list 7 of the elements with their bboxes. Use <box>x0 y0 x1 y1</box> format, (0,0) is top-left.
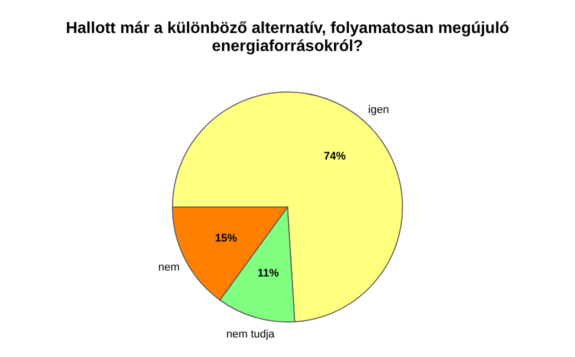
slice-label: igen <box>368 104 389 116</box>
data-label: 11% <box>258 267 280 280</box>
slice-label: nem tudja <box>226 328 276 341</box>
data-label: 74% <box>324 150 346 163</box>
slice-label: nem <box>158 261 180 274</box>
data-label: 15% <box>215 232 238 244</box>
chart-title: Hallott már a különböző alternatív, folyamatosan megújuló energiaforrásokról? <box>66 20 510 55</box>
